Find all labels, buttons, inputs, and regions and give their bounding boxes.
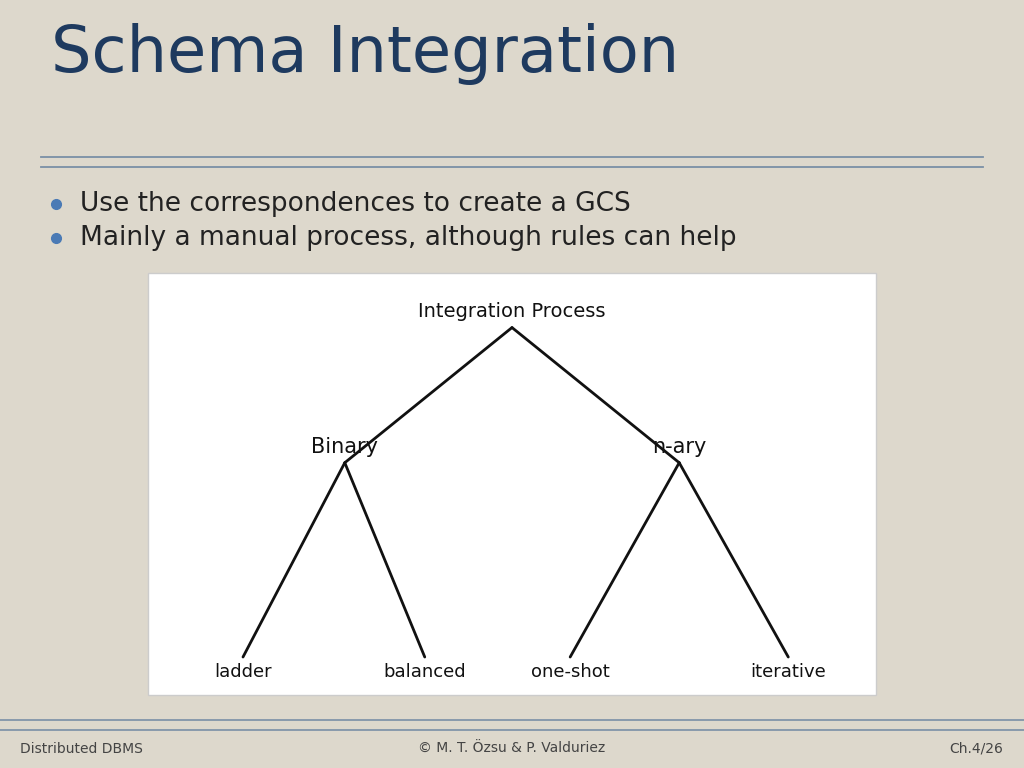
FancyBboxPatch shape [148,273,876,695]
Text: © M. T. Özsu & P. Valduriez: © M. T. Özsu & P. Valduriez [419,742,605,756]
Text: Schema Integration: Schema Integration [51,23,679,85]
Text: Ch.4/26: Ch.4/26 [949,742,1004,756]
Text: Mainly a manual process, although rules can help: Mainly a manual process, although rules … [80,225,736,251]
Text: Distributed DBMS: Distributed DBMS [20,742,143,756]
Text: ladder: ladder [214,663,271,681]
Text: balanced: balanced [383,663,466,681]
Text: Use the correspondences to create a GCS: Use the correspondences to create a GCS [80,190,631,217]
Text: Binary: Binary [311,436,378,456]
Text: one-shot: one-shot [530,663,609,681]
Text: iterative: iterative [751,663,826,681]
Text: n-ary: n-ary [652,436,707,456]
Text: Integration Process: Integration Process [418,303,606,322]
